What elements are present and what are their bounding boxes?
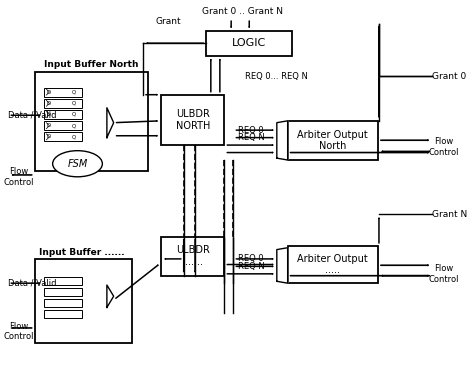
Bar bbox=[44, 110, 82, 119]
Bar bbox=[161, 237, 224, 276]
Bar bbox=[35, 259, 132, 343]
Text: Q: Q bbox=[72, 89, 76, 95]
Text: REQ N: REQ N bbox=[238, 133, 264, 142]
Text: Arbiter Output
North: Arbiter Output North bbox=[298, 130, 368, 151]
Text: Input Buffer North: Input Buffer North bbox=[44, 60, 138, 69]
Polygon shape bbox=[107, 285, 114, 308]
Text: Q: Q bbox=[72, 112, 76, 117]
Text: D: D bbox=[46, 101, 51, 106]
Bar bbox=[35, 72, 147, 171]
Text: Grant: Grant bbox=[155, 17, 181, 26]
Text: REQ 0: REQ 0 bbox=[238, 255, 264, 264]
Bar bbox=[44, 310, 82, 318]
Ellipse shape bbox=[53, 151, 102, 177]
Text: Flow
Control: Flow Control bbox=[3, 167, 34, 186]
Text: Data / Valid: Data / Valid bbox=[9, 111, 57, 120]
Bar bbox=[288, 121, 378, 160]
Text: Q: Q bbox=[72, 134, 76, 139]
Text: ULBDR
NORTH: ULBDR NORTH bbox=[175, 109, 210, 131]
Text: REQ N: REQ N bbox=[238, 262, 264, 271]
Bar bbox=[44, 299, 82, 308]
Bar bbox=[288, 246, 378, 283]
Text: Flow
Control: Flow Control bbox=[428, 137, 459, 157]
Text: Q: Q bbox=[72, 101, 76, 106]
Text: ULBDR
.......: ULBDR ....... bbox=[176, 245, 210, 267]
Text: D: D bbox=[46, 89, 51, 95]
Text: Flow
Control: Flow Control bbox=[428, 264, 459, 284]
Text: Grant 0: Grant 0 bbox=[432, 71, 466, 80]
Text: LOGIC: LOGIC bbox=[232, 38, 266, 49]
Bar bbox=[161, 95, 224, 145]
Polygon shape bbox=[277, 248, 288, 283]
Text: FSM: FSM bbox=[67, 159, 88, 169]
Text: Grant 0 .. Grant N: Grant 0 .. Grant N bbox=[202, 7, 283, 16]
Text: REQ 0... REQ N: REQ 0... REQ N bbox=[245, 71, 308, 80]
Text: D: D bbox=[46, 134, 51, 139]
Bar bbox=[44, 132, 82, 141]
Text: Q: Q bbox=[72, 123, 76, 128]
Bar bbox=[44, 88, 82, 97]
Bar bbox=[44, 288, 82, 296]
Text: Arbiter Output
.....: Arbiter Output ..... bbox=[298, 254, 368, 275]
Bar bbox=[206, 31, 292, 56]
Bar bbox=[44, 277, 82, 285]
Bar bbox=[44, 121, 82, 130]
Text: Data / Valid: Data / Valid bbox=[9, 279, 57, 288]
Polygon shape bbox=[107, 108, 114, 138]
Polygon shape bbox=[277, 121, 288, 160]
Text: Input Buffer ......: Input Buffer ...... bbox=[39, 248, 125, 257]
Text: Grant N: Grant N bbox=[432, 210, 467, 218]
Text: Flow
Control: Flow Control bbox=[3, 322, 34, 341]
Bar bbox=[44, 99, 82, 108]
Text: D: D bbox=[46, 123, 51, 128]
Text: REQ 0: REQ 0 bbox=[238, 126, 264, 135]
Text: D: D bbox=[46, 112, 51, 117]
